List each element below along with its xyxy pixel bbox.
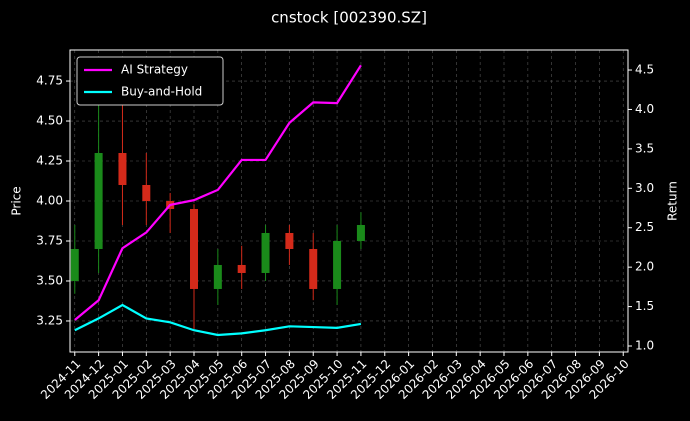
y2-tick-label: 4.5 <box>635 63 654 77</box>
y-tick-label: 3.50 <box>36 273 63 287</box>
y-tick-label: 4.25 <box>36 154 63 168</box>
y2-axis-label: Return <box>666 181 680 221</box>
y2-tick-label: 2.0 <box>635 260 654 274</box>
y-axis-label: Price <box>10 186 24 215</box>
candle-body <box>333 240 342 289</box>
candle-body <box>261 232 270 273</box>
y-tick-label: 3.75 <box>36 233 63 247</box>
candle-body <box>213 264 222 289</box>
series-line <box>74 64 362 321</box>
y-tick-label: 4.75 <box>36 74 63 88</box>
legend: AI Strategy Buy-and-Hold <box>76 56 224 106</box>
legend-label: AI Strategy <box>121 63 188 77</box>
y-tick-label: 4.00 <box>36 194 63 208</box>
candle-body <box>142 185 151 201</box>
candle-body <box>237 264 246 273</box>
candle-body <box>190 208 198 289</box>
chart-title: cnstock [002390.SZ] <box>271 9 427 27</box>
candle-body <box>356 224 365 241</box>
y2-tick-label: 1.5 <box>635 299 654 313</box>
candle-body <box>94 153 103 249</box>
plot-frame <box>69 49 629 353</box>
y-tick-label: 3.25 <box>36 313 63 327</box>
y-tick-label: 4.50 <box>36 114 63 128</box>
candle-body <box>70 248 79 281</box>
series-line <box>74 303 362 337</box>
legend-box <box>76 56 224 106</box>
y2-tick-label: 3.5 <box>635 141 654 155</box>
candle-body <box>309 248 318 289</box>
y2-tick-label: 1.0 <box>635 339 654 353</box>
candle-body <box>285 232 294 249</box>
legend-label: Buy-and-Hold <box>121 85 202 99</box>
y2-tick-label: 3.0 <box>635 181 654 195</box>
y2-tick-label: 4.0 <box>635 102 654 116</box>
y2-tick-label: 2.5 <box>635 220 654 234</box>
candle-body <box>118 153 127 186</box>
